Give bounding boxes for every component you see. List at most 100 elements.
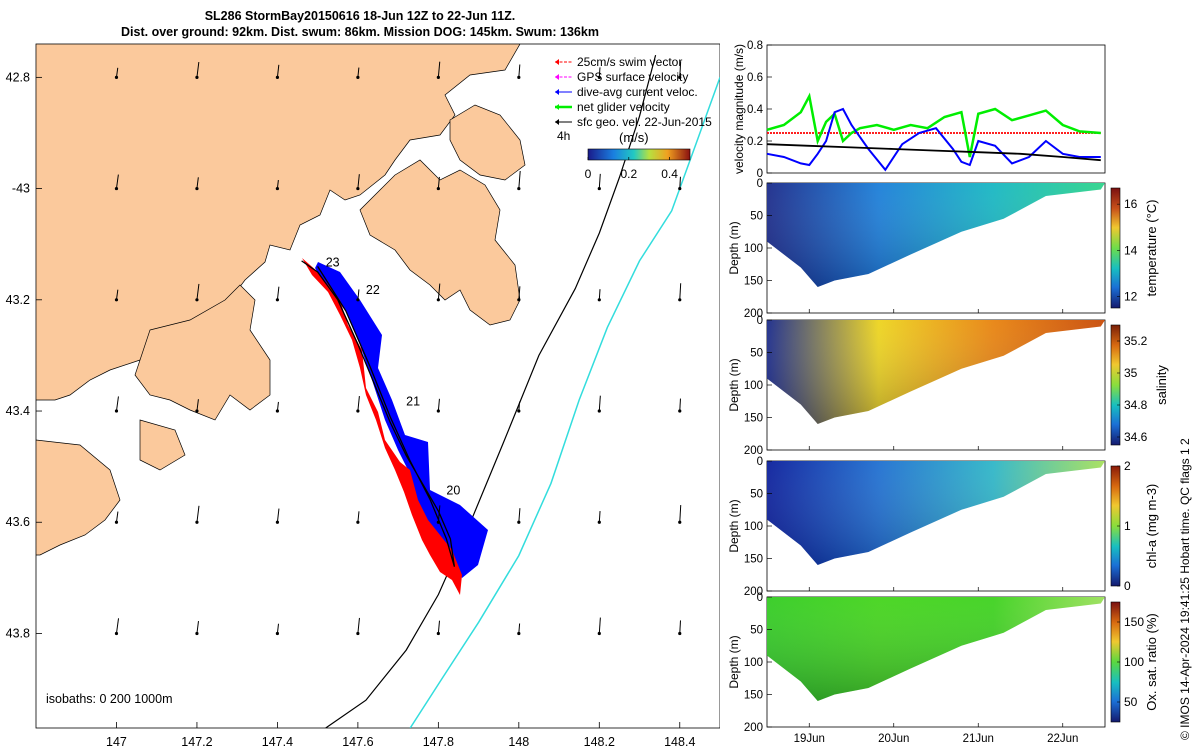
legend-note: 4h bbox=[557, 129, 570, 143]
section-y-tick-label: 200 bbox=[744, 445, 763, 457]
geo-arrow-tail bbox=[275, 186, 280, 191]
geo-arrow bbox=[357, 395, 360, 412]
land-southwest-mid bbox=[139, 419, 186, 471]
colorbar-tick-label: 0 bbox=[585, 167, 592, 181]
geo-arrow-tail bbox=[517, 75, 521, 79]
section-y-tick-label: 200 bbox=[744, 586, 763, 598]
section-y-tick-label: 100 bbox=[744, 521, 763, 533]
map-x-tick-label: 148.2 bbox=[584, 735, 615, 749]
temperature-section: 0 50 100 150 200 Depth (m) 12 14 16 temperature (… bbox=[727, 178, 1159, 320]
map-x-axis: 147 147.2 147.4 147.6 147.8 148 148.2 148.4 bbox=[106, 722, 695, 749]
section-y-tick-label: 150 bbox=[744, 554, 763, 566]
section-y-tick-label: 50 bbox=[750, 625, 763, 637]
section-colorbar-label: chl-a (mg m-3) bbox=[1144, 484, 1159, 569]
section-field bbox=[767, 183, 1105, 287]
section-y-label: Depth (m) bbox=[727, 635, 741, 688]
geo-arrow-tail bbox=[114, 298, 119, 302]
geo-arrow-tail bbox=[195, 186, 199, 191]
section-colorbar-tick-label: 50 bbox=[1124, 695, 1138, 709]
section-colorbar-label: Ox. sat. ratio (%) bbox=[1144, 613, 1159, 711]
geo-arrow bbox=[357, 617, 360, 634]
geo-arrow-tail bbox=[597, 298, 601, 302]
section-y-label: Depth (m) bbox=[727, 499, 741, 552]
geo-arrow-tail bbox=[517, 186, 521, 191]
geo-arrow-tail bbox=[114, 75, 119, 79]
time-axis-label: 21Jun bbox=[963, 733, 994, 745]
chlorophyll-section: 0 50 100 150 200 Depth (m) 0 1 2 chl-a (mg m-3) bbox=[727, 456, 1159, 598]
geo-arrow-tail bbox=[356, 75, 360, 79]
geo-arrow bbox=[598, 173, 601, 189]
velocity-y-tick-label: 0.6 bbox=[747, 72, 763, 84]
section-depth-shading bbox=[767, 183, 1105, 287]
map-x-tick-label: 147 bbox=[106, 735, 127, 749]
section-colorbar-tick-label: 1 bbox=[1124, 519, 1131, 533]
geo-arrow bbox=[679, 505, 682, 523]
section-y-tick-label: 0 bbox=[757, 315, 763, 327]
geo-arrow-tail bbox=[517, 298, 521, 302]
land-northeast-island bbox=[449, 104, 526, 181]
geo-arrow bbox=[276, 286, 280, 300]
geo-arrow bbox=[518, 508, 521, 523]
velocity-y-tick-label: 0.2 bbox=[747, 136, 763, 148]
velocity-y-tick-label: 0.4 bbox=[747, 104, 764, 116]
section-colorbar-tick-label: 34.6 bbox=[1124, 430, 1148, 444]
velocity-series bbox=[766, 92, 1101, 158]
geo-arrow bbox=[115, 511, 119, 523]
salinity-section: 0 50 100 150 200 Depth (m) 34.6 34.8 35 35.2 salin… bbox=[727, 315, 1169, 457]
section-y-tick-label: 100 bbox=[744, 380, 763, 392]
time-axis-label: 19Jun bbox=[794, 733, 825, 745]
geo-arrow-tail bbox=[114, 520, 119, 524]
section-depth-shading bbox=[767, 461, 1105, 565]
title-line-2: Dist. over ground: 92km. Dist. swum: 86k… bbox=[121, 25, 599, 39]
velocity-y-label: velocity magnitude (m/s) bbox=[732, 44, 746, 174]
geo-arrow bbox=[115, 396, 119, 412]
section-field bbox=[767, 461, 1105, 565]
day-labels: 23 22 21 20 bbox=[326, 255, 461, 497]
geo-arrow-tail bbox=[436, 520, 440, 524]
geo-arrow-tail bbox=[678, 409, 682, 413]
geo-arrow bbox=[196, 62, 200, 78]
glider-track bbox=[301, 260, 456, 567]
land-northwest bbox=[36, 44, 521, 401]
velocity-series bbox=[766, 107, 1101, 172]
geo-arrow-tail bbox=[114, 409, 119, 413]
section-colorbar-tick-label: 0 bbox=[1124, 579, 1131, 593]
chart-title: SL286 StormBay20150616 18-Jun 12Z to 22-… bbox=[0, 8, 720, 40]
glider-track-map: 23 22 21 20 147 147.2 147.4 147.6 147.8 148 148.2… bbox=[6, 43, 720, 749]
speed-colorbar-ticks: 0 0.2 0.4 bbox=[585, 157, 678, 181]
section-colorbar-tick-label: 150 bbox=[1124, 615, 1144, 629]
section-frame bbox=[766, 319, 1106, 451]
section-frame bbox=[766, 596, 1106, 728]
geo-arrow-tail bbox=[356, 298, 360, 302]
section-y-tick-label: 0 bbox=[757, 592, 763, 604]
geo-arrow bbox=[357, 174, 360, 189]
section-y-tick-label: 50 bbox=[750, 348, 763, 360]
geo-arrow-tail bbox=[275, 75, 280, 79]
geo-arrow bbox=[679, 398, 681, 412]
geo-arrow bbox=[598, 67, 601, 78]
isobath-200m bbox=[325, 54, 657, 728]
section-colorbar-tick-label: 35 bbox=[1124, 366, 1138, 380]
section-depth-shading bbox=[767, 320, 1105, 424]
geo-arrow-tail bbox=[517, 631, 521, 636]
legend-arrowhead bbox=[555, 119, 559, 125]
dive-avg-current-swath bbox=[315, 262, 488, 578]
time-axis: 19Jun 20Jun 21Jun 22Jun bbox=[794, 733, 1079, 745]
geo-arrow-tail bbox=[275, 520, 280, 524]
geo-arrow-tail bbox=[678, 75, 682, 79]
map-y-tick-label: -43 bbox=[12, 182, 30, 196]
geo-arrow-tail bbox=[195, 298, 199, 302]
section-field bbox=[767, 597, 1105, 701]
geo-arrow bbox=[115, 289, 119, 300]
geo-arrow bbox=[276, 508, 280, 523]
geo-arrow-tail bbox=[275, 631, 280, 636]
legend-arrowhead bbox=[555, 59, 559, 65]
colorbar-title: (m/s) bbox=[619, 130, 649, 145]
section-colorbar-tick-label: 12 bbox=[1124, 289, 1138, 303]
map-y-tick-label: 43.2 bbox=[6, 293, 30, 307]
section-frame bbox=[766, 460, 1106, 592]
geo-arrow-tail bbox=[436, 298, 440, 302]
title-line-1: SL286 StormBay20150616 18-Jun 12Z to 22-… bbox=[204, 9, 516, 23]
legend-label: GPS surface velocity bbox=[577, 70, 688, 84]
